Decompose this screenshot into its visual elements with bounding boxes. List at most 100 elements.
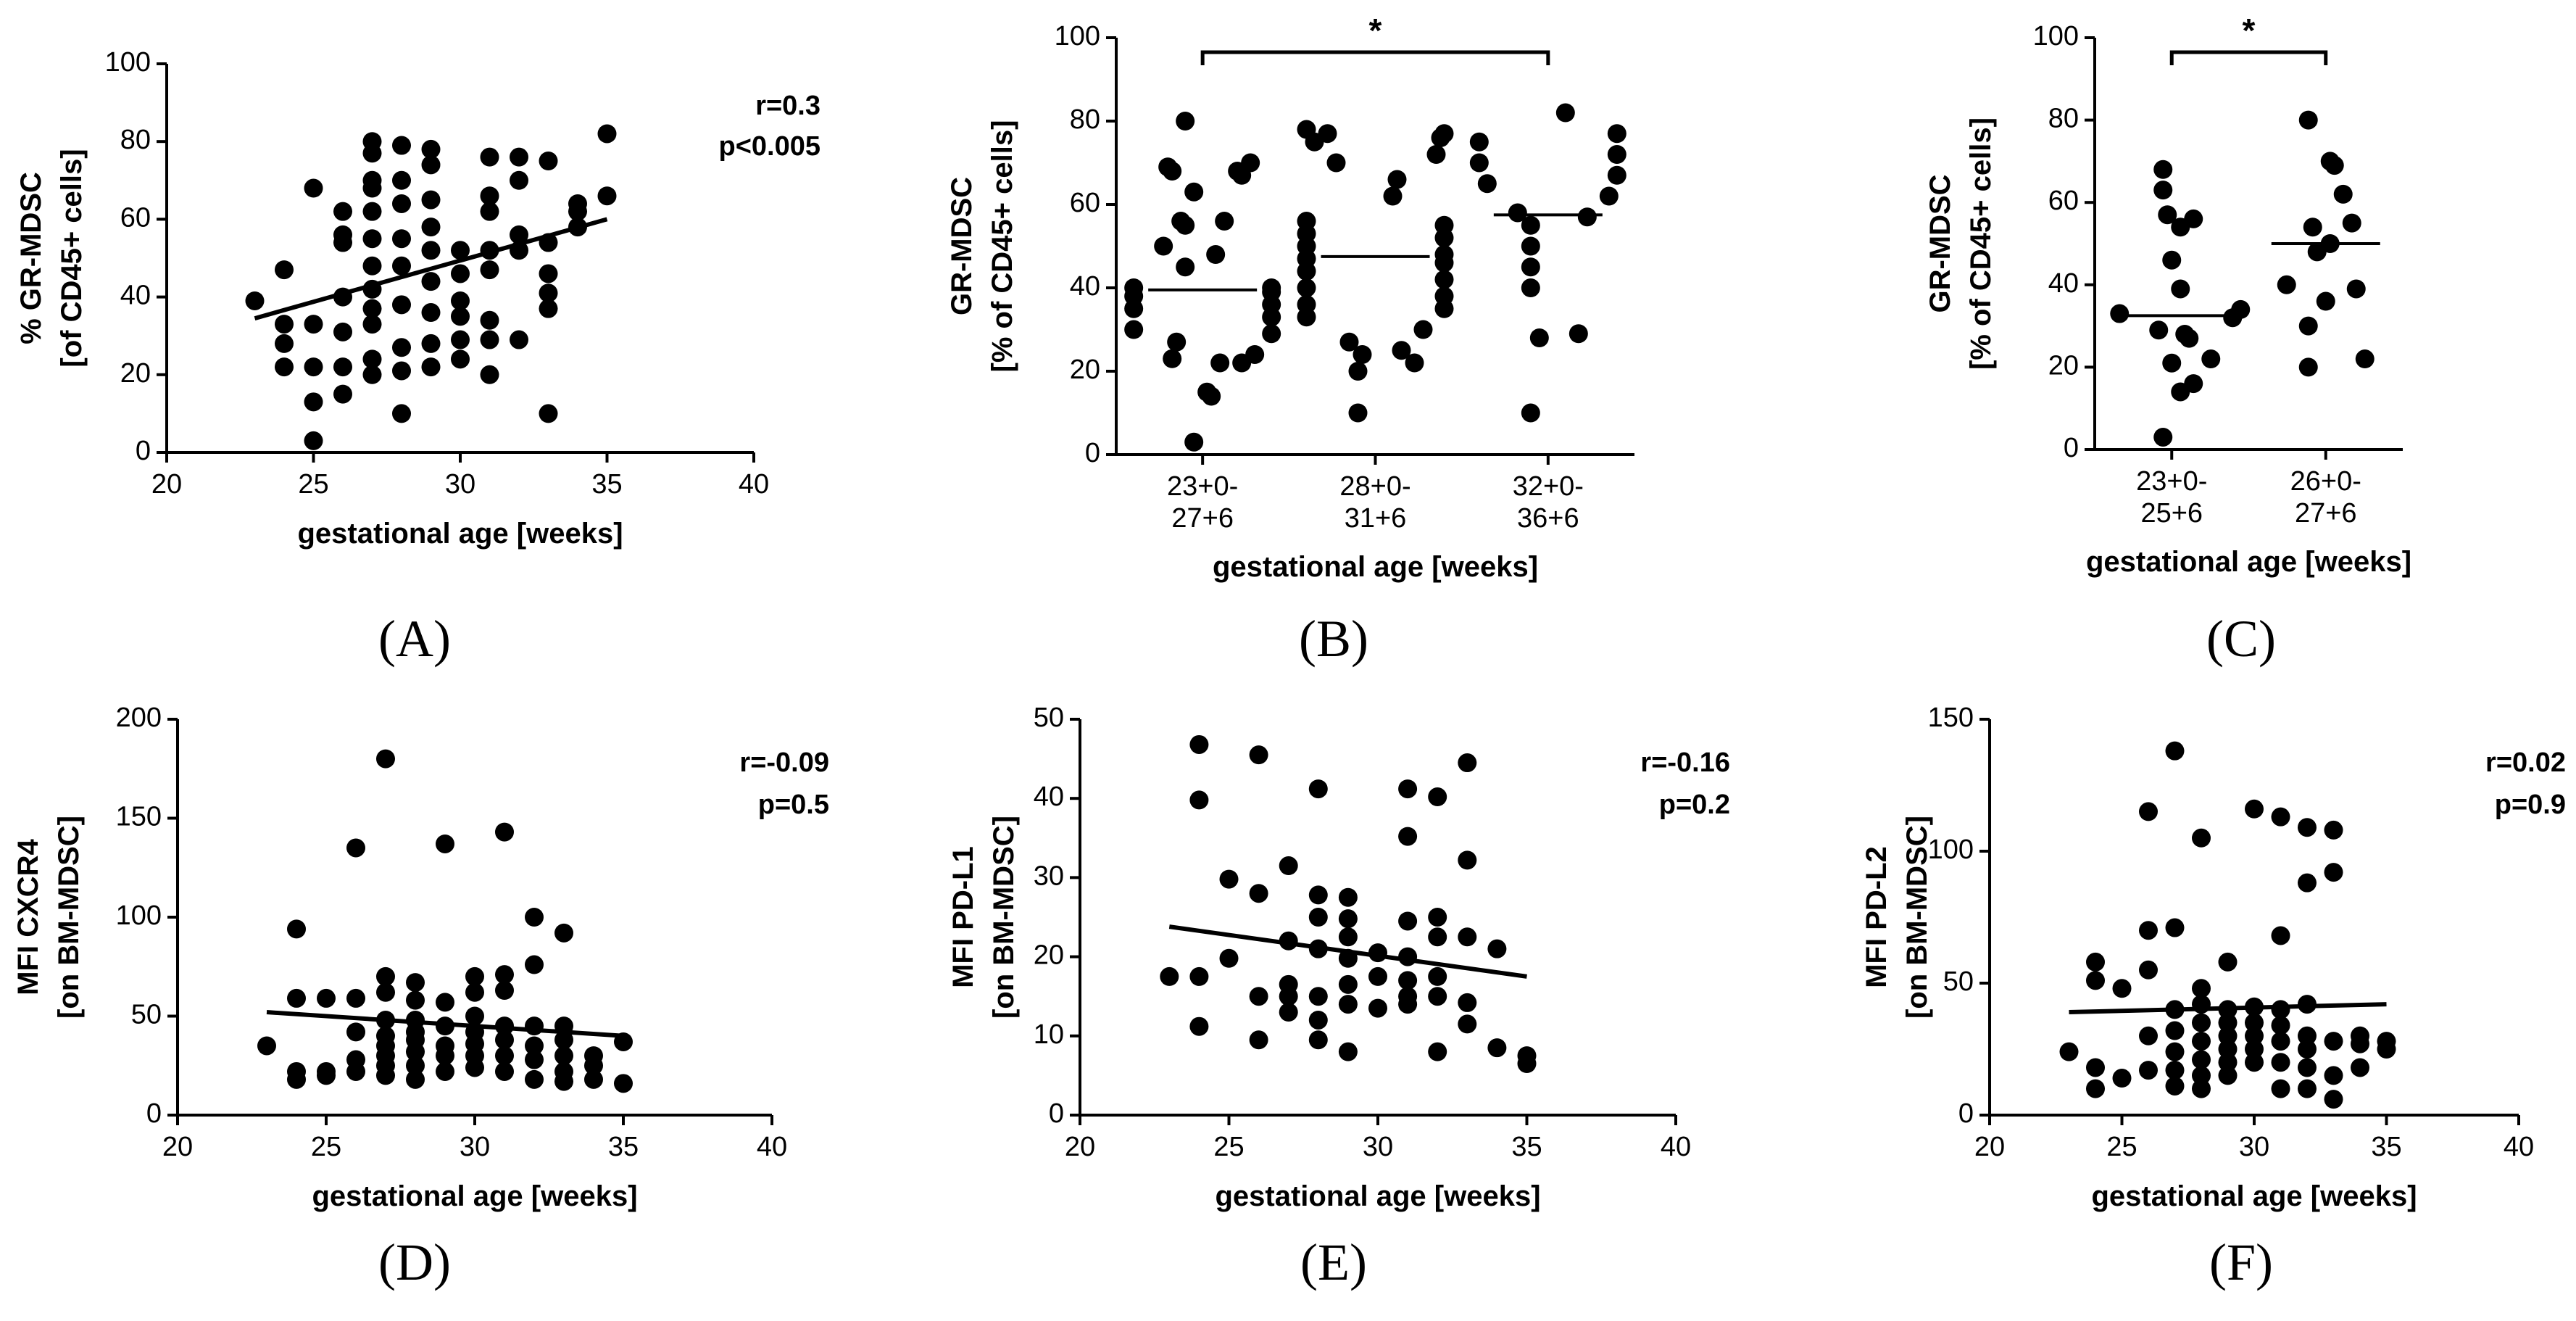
x-tick-label: 25 [1213,1132,1244,1162]
panel-b: 0 20 40 60 80 100 GR-MDSC [% of CD45+ cells] 23+… [946,12,1634,668]
data-point [451,241,470,260]
data-point [362,299,382,318]
data-point [1387,170,1407,189]
x-axis-label: gestational age [weeks] [312,1180,637,1212]
data-point [406,1042,425,1061]
stat-label: p<0.005 [719,131,821,162]
data-point [451,264,470,283]
data-point [1241,153,1260,173]
data-point [2298,316,2318,336]
data-point [1521,278,1540,297]
data-point [2165,918,2185,937]
category-label: 23+0- [2136,466,2207,497]
y-tick-label: 20 [2048,350,2079,381]
y-tick-label: 200 [116,703,162,733]
data-point [2271,926,2290,945]
y-tick-label: 40 [2048,268,2079,299]
data-point [1249,884,1268,903]
data-point [1189,966,1209,986]
data-point [1368,966,1387,986]
data-point [2271,1016,2290,1035]
y-axis-label: [% of CD45+ cells] [1965,117,1997,370]
data-point [1434,124,1454,144]
data-point [392,256,411,276]
y-tick-label: 20 [1070,355,1100,385]
data-point [421,155,441,175]
data-point [2324,820,2343,840]
data-point [2271,1053,2290,1072]
data-point [2201,349,2221,369]
panel-label: (B) [1299,610,1368,668]
data-point [1318,124,1337,144]
data-point [2162,353,2182,373]
x-axis-label: gestational age [weeks] [297,518,623,550]
data-point [1348,403,1368,423]
data-point [1458,753,1477,773]
data-point [1398,779,1418,799]
y-tick-label: 60 [2048,186,2079,216]
data-point [421,334,441,353]
data-point [362,229,382,249]
regression-line [266,1010,624,1038]
data-point [2355,349,2375,369]
y-tick-label: 80 [120,125,151,155]
data-point [480,186,499,206]
x-axis-label: gestational age [weeks] [1213,551,1538,583]
data-point [1428,787,1447,807]
data-point [495,1046,514,1066]
data-point [392,194,411,213]
y-tick-label: 60 [120,202,151,233]
data-point [392,170,411,190]
data-point [333,322,352,341]
data-point [1398,947,1418,966]
data-point [1176,257,1195,277]
panel-label: (A) [378,610,451,668]
data-point [1326,153,1346,173]
data-point [1458,993,1477,1012]
y-tick-label: 30 [1034,861,1064,891]
data-point [525,1050,544,1069]
y-axis-label: [of CD45+ cells] [56,149,88,367]
data-point [421,218,441,237]
data-point [510,170,528,190]
y-tick-label: 40 [1070,271,1100,302]
data-point [1434,215,1454,235]
data-point [451,307,470,326]
data-point [525,1016,544,1036]
data-point [392,404,411,423]
data-point [2165,1042,2185,1061]
data-point [406,990,425,1010]
data-point [1413,320,1433,339]
y-tick-label: 100 [2033,21,2079,51]
data-point [1189,1016,1209,1036]
data-point [406,973,425,993]
data-point [1569,324,1588,344]
y-tick-label: 60 [1070,188,1100,218]
significance-star: * [1369,12,1382,49]
data-point [2298,1079,2317,1098]
data-point [1262,278,1281,297]
data-point [2245,799,2264,819]
y-tick-label: 100 [1928,835,1974,865]
data-point [2298,1040,2317,1059]
data-point [1428,987,1447,1006]
data-point [1348,362,1368,381]
data-point [362,349,382,369]
data-point [2218,1013,2238,1032]
x-tick-label: 30 [445,469,475,500]
y-tick-label: 0 [146,1098,162,1129]
data-point [2324,863,2343,882]
data-point [1249,745,1268,765]
data-point [392,361,411,381]
y-tick-label: 40 [120,281,151,311]
data-point [406,1056,425,1075]
significance-bracket [1200,50,1550,65]
y-tick-label: 0 [2064,433,2079,463]
x-tick-label: 40 [2504,1132,2534,1162]
data-point [304,392,323,412]
data-point [2245,1053,2264,1072]
data-point [2298,357,2318,377]
data-point [275,334,294,353]
y-tick-label: 80 [2048,104,2079,134]
